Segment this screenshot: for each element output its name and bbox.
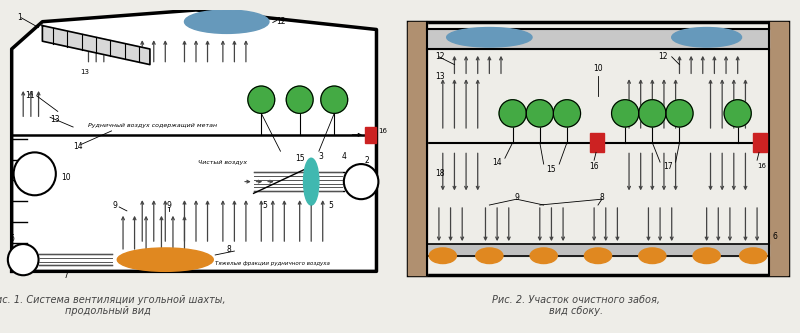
Text: 3: 3	[319, 152, 324, 161]
Ellipse shape	[693, 248, 720, 263]
Ellipse shape	[638, 248, 666, 263]
Text: 10: 10	[593, 64, 603, 73]
Circle shape	[666, 100, 693, 127]
Text: 17: 17	[663, 162, 673, 170]
Text: 12: 12	[435, 52, 445, 61]
Ellipse shape	[118, 248, 214, 271]
Text: Рудничный воздух содержащий метан: Рудничный воздух содержащий метан	[89, 123, 218, 128]
Text: 12: 12	[658, 52, 668, 61]
Text: 16: 16	[757, 163, 766, 169]
Text: 6: 6	[10, 234, 14, 243]
Ellipse shape	[585, 248, 611, 263]
Circle shape	[499, 100, 526, 127]
Bar	[769, 22, 788, 275]
Text: 13: 13	[435, 72, 445, 81]
Text: 5: 5	[328, 200, 333, 209]
Polygon shape	[42, 26, 150, 65]
Circle shape	[554, 100, 581, 127]
Text: 5: 5	[262, 200, 267, 209]
Text: 2: 2	[365, 156, 370, 165]
Text: 13: 13	[80, 69, 89, 75]
Text: 13: 13	[50, 115, 60, 124]
Text: 9: 9	[514, 193, 519, 202]
Text: 15: 15	[546, 166, 556, 174]
Text: 12: 12	[277, 17, 286, 26]
Ellipse shape	[740, 248, 766, 263]
Circle shape	[8, 244, 38, 275]
Text: 1: 1	[17, 13, 22, 22]
Circle shape	[724, 100, 751, 127]
Ellipse shape	[476, 248, 503, 263]
Bar	[427, 30, 769, 49]
Bar	[590, 133, 604, 153]
Polygon shape	[12, 10, 377, 271]
Text: 9: 9	[113, 200, 118, 209]
Text: 14: 14	[492, 158, 502, 166]
Text: Рис. 1. Система вентиляции угольной шахты,
продольный вид: Рис. 1. Система вентиляции угольной шахт…	[0, 295, 226, 316]
Text: Рис. 2. Участок очистного забоя,
вид сбоку.: Рис. 2. Участок очистного забоя, вид сбо…	[492, 295, 660, 316]
Text: 14: 14	[73, 142, 82, 151]
Circle shape	[248, 86, 274, 113]
Text: 8: 8	[226, 245, 231, 254]
Circle shape	[321, 86, 348, 113]
Text: Чистый воздух: Чистый воздух	[198, 160, 247, 165]
Ellipse shape	[303, 158, 319, 205]
Text: 7: 7	[63, 271, 68, 280]
Circle shape	[611, 100, 638, 127]
Circle shape	[286, 86, 313, 113]
Ellipse shape	[446, 28, 532, 47]
Circle shape	[344, 164, 378, 199]
Text: 16: 16	[378, 128, 387, 134]
Ellipse shape	[672, 28, 742, 47]
Ellipse shape	[530, 248, 558, 263]
Ellipse shape	[430, 248, 456, 263]
Text: Тяжелые фракции рудничного воздуха: Тяжелые фракции рудничного воздуха	[215, 261, 330, 266]
Text: 11: 11	[26, 91, 34, 100]
Circle shape	[14, 153, 56, 195]
Circle shape	[526, 100, 554, 127]
Text: 8: 8	[599, 193, 604, 202]
Bar	[408, 22, 427, 275]
Text: 6: 6	[773, 232, 778, 241]
Bar	[427, 244, 769, 256]
Text: 9: 9	[166, 200, 171, 209]
Ellipse shape	[185, 10, 269, 33]
Bar	[754, 133, 766, 153]
Text: 18: 18	[435, 169, 445, 178]
Text: 4: 4	[342, 152, 346, 161]
Text: 10: 10	[62, 173, 71, 182]
Bar	[365, 127, 377, 143]
Text: 15: 15	[295, 154, 305, 163]
Circle shape	[638, 100, 666, 127]
Text: 16: 16	[590, 162, 599, 170]
